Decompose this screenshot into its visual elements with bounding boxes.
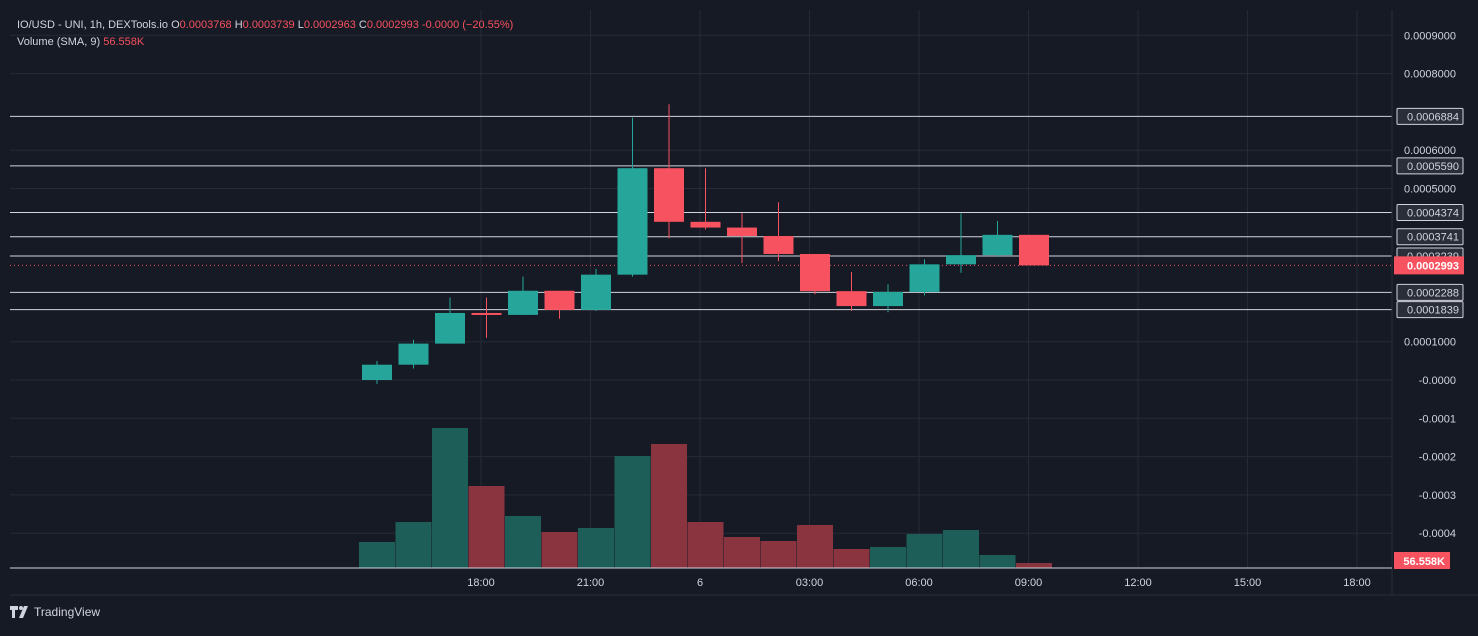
volume-bar xyxy=(1016,563,1052,568)
candle-body xyxy=(362,364,392,380)
time-tick-label: 09:00 xyxy=(1015,577,1043,589)
volume-bar xyxy=(724,537,760,568)
candle-body xyxy=(617,168,648,275)
volume-tag xyxy=(1394,552,1450,569)
volume-bar xyxy=(651,444,687,568)
candle-body xyxy=(398,343,429,365)
volume-bar xyxy=(395,522,432,568)
candle-body xyxy=(508,290,538,315)
candle-body xyxy=(800,253,830,292)
volume-bar xyxy=(870,547,906,568)
price-tick-label: 0.0008000 xyxy=(1404,69,1456,81)
candle-body xyxy=(1019,234,1049,266)
price-level-tag xyxy=(1396,283,1464,301)
time-tick-label: 03:00 xyxy=(796,577,824,589)
low-value: 0.0002963 xyxy=(303,19,356,31)
time-tick-label: 06:00 xyxy=(905,577,933,589)
candle-body xyxy=(836,291,867,307)
volume-bar xyxy=(468,486,505,568)
high-value: 0.0003739 xyxy=(242,19,295,31)
candle-body xyxy=(654,168,684,222)
brand-name: TradingView xyxy=(34,605,101,619)
price-level-tag xyxy=(1396,203,1464,221)
volume-bar xyxy=(432,428,468,568)
open-value: 0.0003768 xyxy=(179,19,232,31)
price-tick-label: -0.0000 xyxy=(1419,375,1456,387)
candle-body xyxy=(727,227,757,236)
price-level-label: 0.0001839 xyxy=(1407,305,1459,317)
volume-bar xyxy=(833,549,870,568)
volume-bar xyxy=(687,522,724,568)
price-tick-label: -0.0004 xyxy=(1419,528,1456,540)
price-level-label: 0.0006884 xyxy=(1407,111,1459,123)
candle-body xyxy=(982,234,1013,256)
last-price-tag xyxy=(1394,256,1464,275)
volume-bar xyxy=(943,530,979,568)
price-tick-label: -0.0002 xyxy=(1419,452,1456,464)
candle-body xyxy=(690,221,721,228)
candle-body xyxy=(873,291,903,307)
price-level-tag xyxy=(1396,107,1464,125)
price-level-label: 0.0003741 xyxy=(1407,232,1459,244)
candle-body xyxy=(763,235,794,254)
candle-body xyxy=(435,312,465,344)
time-tick-label: 12:00 xyxy=(1124,577,1152,589)
last-price-label: 0.0002993 xyxy=(1407,260,1459,272)
change-value: -0.0000 (−20.55%) xyxy=(421,19,514,31)
price-level-tag xyxy=(1396,157,1464,175)
candle-body xyxy=(946,255,976,265)
volume-bar xyxy=(614,456,651,568)
volume-bar xyxy=(541,532,578,568)
candle-body xyxy=(909,264,940,292)
axes: 0.0009000 0.0008000 0.0006000 0.0005000 0.00… xyxy=(10,10,1478,596)
time-tick-label: 15:00 xyxy=(1234,577,1262,589)
tradingview-logo[interactable]: TradingView xyxy=(10,605,100,619)
close-label: C xyxy=(358,19,367,31)
price-tick-label: 0.0001000 xyxy=(1404,337,1456,349)
volume-tag-label: 56.558K xyxy=(1403,556,1445,568)
volume-bar xyxy=(760,541,797,568)
low-label: L xyxy=(297,19,304,31)
candles xyxy=(362,104,1049,384)
volume-bar xyxy=(505,516,541,568)
chart-legend: IO/USD - UNI, 1h, DEXTools.io O0.0003768… xyxy=(17,17,513,51)
horizontal-lines[interactable] xyxy=(10,115,1392,311)
price-tick-label: 0.0005000 xyxy=(1404,184,1456,196)
price-tick-label: -0.0003 xyxy=(1419,490,1456,502)
candle-body xyxy=(544,290,575,310)
price-level-label: 0.0005590 xyxy=(1407,161,1459,173)
volume-bar xyxy=(359,542,395,568)
volume-bar xyxy=(578,528,614,568)
time-tick-label: 6 xyxy=(697,577,703,589)
open-label: O xyxy=(171,19,180,31)
price-tick-label: -0.0001 xyxy=(1419,413,1456,425)
volume-bar xyxy=(906,534,943,568)
volume-bars xyxy=(359,428,1052,568)
tradingview-icon xyxy=(10,606,28,618)
candle-body xyxy=(471,312,502,315)
volume-bar xyxy=(797,525,833,568)
price-level-tag xyxy=(1396,301,1464,319)
close-value: 0.0002993 xyxy=(366,19,419,31)
volume-label[interactable]: Volume (SMA, 9) xyxy=(17,36,101,48)
price-level-label: 0.0002288 xyxy=(1407,287,1459,299)
time-tick-label: 21:00 xyxy=(577,577,605,589)
volume-bar xyxy=(979,555,1016,568)
grid xyxy=(10,10,1392,568)
price-tick-label: 0.0006000 xyxy=(1404,145,1456,157)
symbol-line[interactable]: IO/USD - UNI, 1h, DEXTools.io xyxy=(17,19,168,31)
price-tick-label: 0.0009000 xyxy=(1404,30,1456,42)
time-tick-label: 18:00 xyxy=(1343,577,1371,589)
price-level-label: 0.0004374 xyxy=(1407,207,1459,219)
time-tick-label: 18:00 xyxy=(467,577,495,589)
volume-value: 56.558K xyxy=(103,36,145,48)
price-level-tag xyxy=(1396,228,1464,246)
high-label: H xyxy=(234,19,243,31)
candle-body xyxy=(581,274,611,310)
